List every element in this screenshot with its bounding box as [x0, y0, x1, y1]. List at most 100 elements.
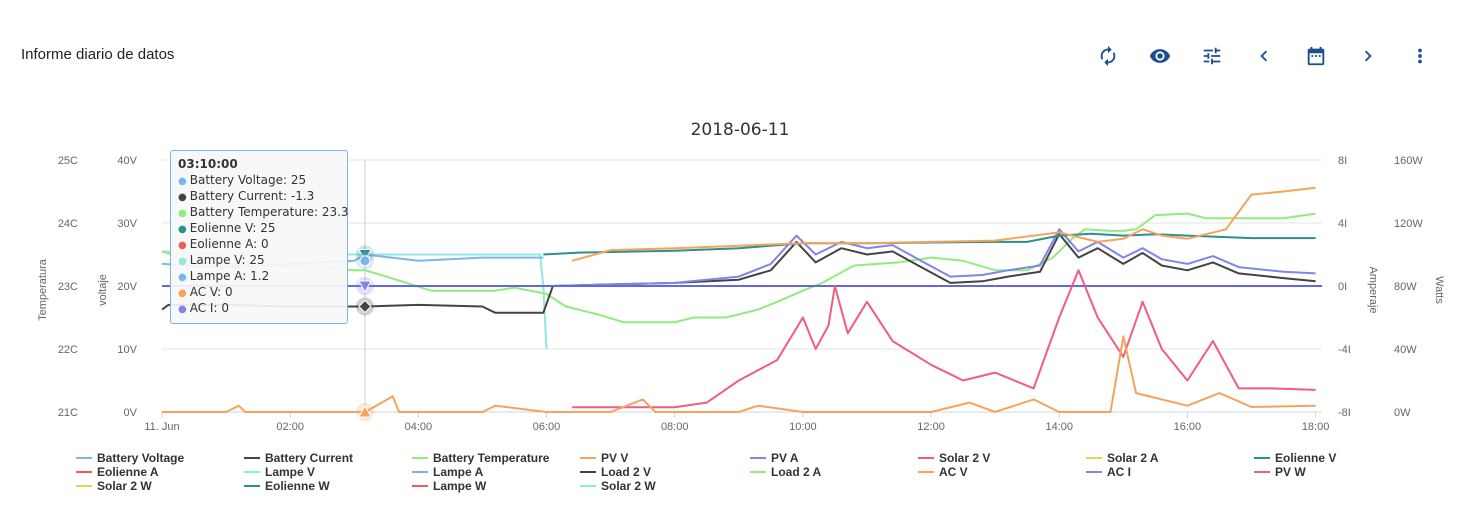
legend-item[interactable]: Solar 2 W [580, 479, 656, 493]
temperature-tick-label: 24C [58, 218, 78, 230]
power-tick-label: 120W [1394, 218, 1423, 230]
next-day-button[interactable] [1342, 40, 1394, 72]
marker-point [358, 249, 372, 262]
tooltip-label: Battery Voltage: 25 [189, 173, 307, 187]
legend-label: Load 2 A [771, 465, 822, 479]
previous-day-button[interactable] [1238, 40, 1290, 72]
voltage-tick-label: 40V [117, 155, 137, 167]
x-tick-label: 14:00 [1045, 421, 1073, 433]
temperature-tick-label: 25C [58, 155, 78, 167]
tooltip-label: Battery Temperature: 23.3 [189, 205, 349, 219]
series-line-pv-a [365, 228, 1316, 287]
legend-item[interactable]: Battery Voltage [76, 451, 184, 465]
refresh-button[interactable] [1082, 40, 1134, 72]
legend-item[interactable]: Eolienne V [1254, 451, 1336, 465]
legend-label: Load 2 V [601, 465, 651, 479]
legend-label: Battery Temperature [433, 451, 550, 465]
current-tick-label: 0I [1338, 281, 1347, 293]
toolbar [1082, 40, 1446, 72]
x-tick-label: 12:00 [917, 421, 945, 433]
tooltip-row: ● Battery Current: -1.3 [178, 189, 340, 205]
x-tick-label: 04:00 [405, 421, 433, 433]
view-button[interactable] [1134, 40, 1186, 72]
temperature-tick-label: 23C [58, 281, 78, 293]
legend-item[interactable]: Battery Temperature [412, 451, 550, 465]
legend-item[interactable]: Solar 2 W [76, 479, 152, 493]
tooltip-dot: ● [178, 304, 187, 315]
marker-point [358, 280, 372, 294]
current-tick-label: -4I [1338, 344, 1351, 356]
x-tick-label: 06:00 [533, 421, 561, 433]
tooltip-label: Lampe V: 25 [189, 253, 265, 267]
chart-legend[interactable]: Battery Voltage Battery Current Battery Te… [76, 451, 1336, 493]
tune-icon [1203, 47, 1221, 65]
x-tick-label: 02:00 [276, 421, 304, 433]
legend-label: AC V [939, 465, 968, 479]
legend-item[interactable]: Lampe A [412, 465, 484, 479]
legend-item[interactable]: Solar 2 A [1086, 451, 1159, 465]
legend-item[interactable]: AC I [1086, 465, 1131, 479]
tooltip-dot: ● [178, 272, 187, 283]
voltage-tick-label: 30V [117, 218, 137, 230]
tooltip-row: ● Battery Voltage: 25 [178, 173, 340, 189]
tooltip-rows: ● Battery Voltage: 25 ● Battery Current: -1… [178, 173, 349, 317]
current-tick-label: -8I [1338, 407, 1351, 419]
legend-item[interactable]: Solar 2 V [918, 451, 990, 465]
x-tick-label: 11. Jun [144, 421, 179, 433]
calendar-button[interactable] [1290, 40, 1342, 72]
tooltip-row: ● Eolienne A: 0 [178, 237, 340, 253]
legend-label: Eolienne W [265, 479, 330, 493]
legend-label: Lampe W [433, 479, 487, 493]
more-options-button[interactable] [1394, 40, 1446, 72]
legend-item[interactable]: Lampe V [244, 465, 315, 479]
calendar-icon [1307, 46, 1325, 66]
tooltip-label: Eolienne A: 0 [189, 237, 269, 251]
legend-item[interactable]: Load 2 V [580, 465, 651, 479]
chevron-right-icon [1364, 50, 1372, 62]
tooltip-dot: ● [178, 192, 187, 203]
legend-label: Solar 2 W [601, 479, 656, 493]
legend-item[interactable]: Load 2 A [750, 465, 822, 479]
legend-item[interactable]: PV A [750, 451, 799, 465]
legend-item[interactable]: Battery Current [244, 451, 353, 465]
marker-point [358, 404, 372, 418]
settings-button[interactable] [1186, 40, 1238, 72]
legend-item[interactable]: PV V [580, 451, 628, 465]
tooltip-label: Eolienne V: 25 [189, 221, 276, 235]
eye-icon [1149, 49, 1171, 63]
legend-item[interactable]: Eolienne W [244, 479, 330, 493]
tooltip-row: ● Lampe A: 1.2 [178, 269, 340, 285]
power-tick-label: 80W [1394, 281, 1417, 293]
legend-label: Solar 2 V [939, 451, 990, 465]
tooltip-dot: ● [178, 176, 187, 187]
marker-point [358, 299, 372, 314]
legend-label: Lampe V [265, 465, 315, 479]
x-tick-label: 16:00 [1174, 421, 1202, 433]
tooltip-label: AC I: 0 [189, 301, 229, 315]
tooltip-label: Lampe A: 1.2 [189, 269, 270, 283]
legend-item[interactable]: AC V [918, 465, 968, 479]
tooltip-dot: ● [178, 288, 187, 299]
tooltip-dot: ● [178, 256, 187, 267]
legend-label: Eolienne V [1275, 451, 1336, 465]
power-tick-label: 160W [1394, 155, 1423, 167]
x-tick-label: 18:00 [1302, 421, 1330, 433]
legend-label: Solar 2 A [1107, 451, 1159, 465]
marker-point [359, 255, 371, 267]
x-tick-label: 10:00 [789, 421, 817, 433]
legend-item[interactable]: Lampe W [412, 479, 487, 493]
legend-item[interactable]: PV W [1254, 465, 1306, 479]
series-line-eolienne-v [543, 232, 1316, 256]
legend-item[interactable]: Eolienne A [76, 465, 159, 479]
x-tick-label: 08:00 [661, 421, 689, 433]
series-line-ac-v [162, 335, 1316, 413]
voltage-tick-label: 0V [124, 407, 138, 419]
legend-label: Solar 2 W [97, 479, 152, 493]
power-axis-title: Watts [1433, 276, 1445, 304]
legend-label: Lampe A [433, 465, 484, 479]
chart-axes: 11. Jun 02:00 04:00 06:00 08:00 10:00 12:00 14:… [37, 155, 1445, 433]
power-tick-label: 0W [1394, 407, 1411, 419]
tooltip-row: ● Battery Temperature: 23.3 [178, 205, 349, 221]
current-tick-label: 8I [1338, 155, 1347, 167]
